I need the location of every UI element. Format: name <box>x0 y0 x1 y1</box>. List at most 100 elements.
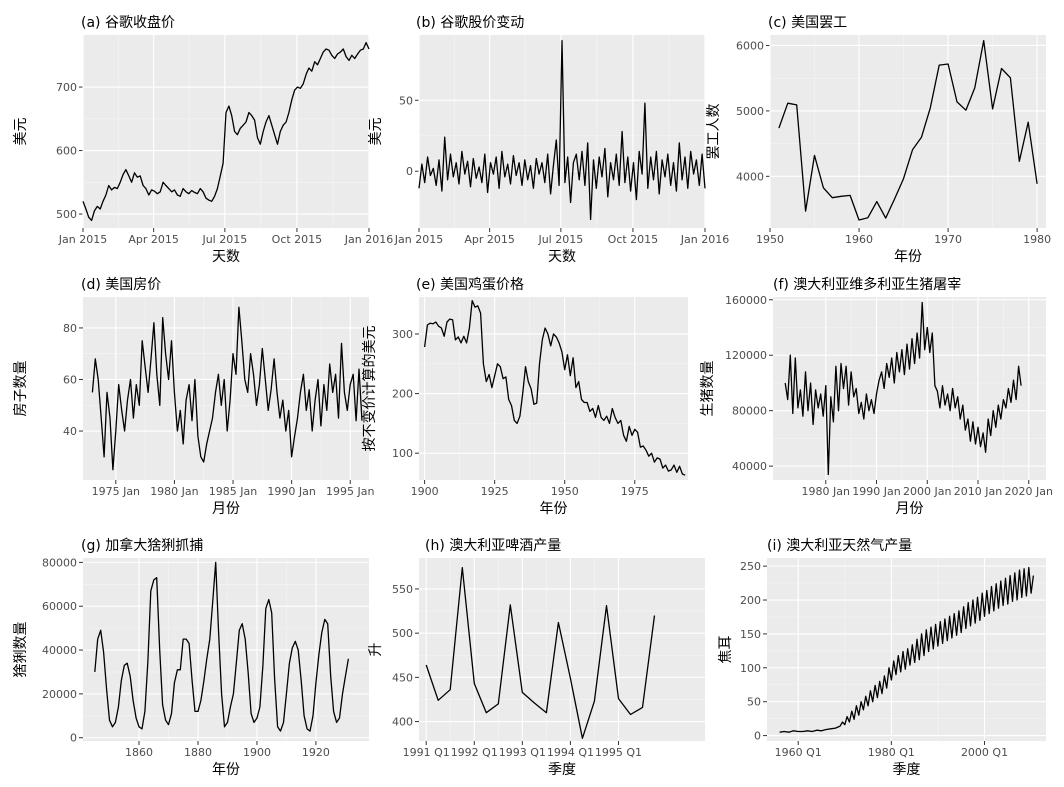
y-tick-label: 500 <box>56 208 77 221</box>
y-tick-label: 200 <box>740 594 761 607</box>
x-tick-label: 1980 Jan <box>802 485 850 498</box>
y-tick-label: 40000 <box>42 644 77 657</box>
x-axis-title: 月份 <box>212 501 240 517</box>
series-line <box>82 41 370 222</box>
y-axis-title: 罢工人数 <box>706 104 722 160</box>
panel-background <box>83 297 369 480</box>
x-tick-label: 1970 <box>934 233 962 246</box>
x-axis-title: 季度 <box>893 762 921 778</box>
y-axis-title: 房子数量 <box>13 361 29 417</box>
x-axis-title: 年份 <box>212 762 240 778</box>
y-tick-label: 250 <box>740 560 761 573</box>
x-tick-label: Oct 2015 <box>272 233 323 246</box>
x-tick-label: 2010 Jan <box>954 485 1002 498</box>
series-line <box>425 567 656 739</box>
x-tick-label: 1950 <box>756 233 784 246</box>
y-tick-label: 150 <box>740 628 761 641</box>
x-tick-label: 1975 <box>621 485 649 498</box>
x-tick-label: 1960 Q1 <box>775 746 822 759</box>
y-axis-title: 猞猁数量 <box>13 622 29 678</box>
y-tick-label: 550 <box>392 583 413 596</box>
y-tick-label: 0 <box>754 730 761 743</box>
panel-i: 0 50 100 150 200 250 1960 Q1 1980 Q1 2000 Q1 (i) … <box>718 537 1046 778</box>
panel-background <box>773 297 1046 480</box>
x-tick-label: Apr 2015 <box>464 233 515 246</box>
y-tick-label: 160000 <box>725 294 767 307</box>
y-tick-label: 400 <box>392 716 413 729</box>
x-tick-label: 1925 <box>481 485 509 498</box>
y-tick-label: 500 <box>392 627 413 640</box>
x-tick-label: 1991 Q1 <box>403 746 450 759</box>
y-tick-label: 700 <box>56 81 77 94</box>
y-tick-label: 60 <box>63 373 77 386</box>
y-tick-label: 120000 <box>725 349 767 362</box>
x-tick-label: 1950 <box>551 485 579 498</box>
x-tick-label: Jan 2015 <box>58 233 107 246</box>
y-tick-label: 20000 <box>42 688 77 701</box>
panel-title: (f) 澳大利亚维多利亚生猪屠宰 <box>773 276 961 293</box>
y-axis-title: 美元 <box>13 118 29 146</box>
x-tick-label: 2000 Q1 <box>961 746 1008 759</box>
panel-title: (d) 美国房价 <box>81 277 161 293</box>
y-tick-label: 450 <box>392 671 413 684</box>
y-axis-title: 美元 <box>368 118 384 146</box>
panel-background <box>419 558 705 741</box>
x-tick-label: 1975 Jan <box>92 485 140 498</box>
x-tick-label: 1860 <box>125 746 153 759</box>
x-tick-label: Jan 2015 <box>394 233 443 246</box>
y-tick-label: 60000 <box>42 600 77 613</box>
y-tick-label: 6000 <box>736 39 764 52</box>
y-axis-title: 按不变价计算的美元 <box>362 326 378 452</box>
y-tick-label: 40 <box>63 425 77 438</box>
x-tick-label: 1900 <box>243 746 271 759</box>
y-tick-label: 4000 <box>736 170 764 183</box>
x-tick-label: 1995 Jan <box>326 485 374 498</box>
x-axis-title: 年份 <box>894 249 922 265</box>
x-tick-label: Jul 2015 <box>537 233 583 246</box>
panel-title: (c) 美国罢工 <box>768 15 847 31</box>
y-tick-label: 80 <box>63 322 77 335</box>
x-axis-title: 月份 <box>896 501 924 517</box>
y-tick-label: 5000 <box>736 105 764 118</box>
y-tick-label: 40000 <box>732 460 767 473</box>
x-tick-label: 1990 Jan <box>852 485 900 498</box>
x-axis-title: 天数 <box>548 249 576 265</box>
panel-g: 0 20000 40000 60000 80000 1860 1880 1900 1920 (g)… <box>13 537 369 778</box>
x-tick-label: Apr 2015 <box>128 233 179 246</box>
panel-title: (h) 澳大利亚啤酒产量 <box>425 538 561 554</box>
series-line <box>418 40 706 221</box>
panel-background <box>83 35 369 228</box>
panel-background <box>419 297 688 480</box>
series-line <box>779 566 1035 733</box>
y-tick-label: 50 <box>399 94 413 107</box>
y-tick-label: 50 <box>747 696 761 709</box>
x-axis-title: 季度 <box>548 762 576 778</box>
y-tick-label: 100 <box>392 447 413 460</box>
y-tick-label: 80000 <box>732 405 767 418</box>
x-tick-label: Oct 2015 <box>608 233 659 246</box>
y-tick-label: 200 <box>392 388 413 401</box>
panel-b: 0 50 Jan 2015 Apr 2015 Jul 2015 Oct 2015 Jan 2… <box>368 15 729 265</box>
x-tick-label: 1980 <box>1023 233 1051 246</box>
y-tick-label: 0 <box>406 165 413 178</box>
panel-title: (e) 美国鸡蛋价格 <box>416 276 524 293</box>
x-tick-label: 1900 <box>411 485 439 498</box>
x-tick-label: 1985 Jan <box>209 485 257 498</box>
x-axis-title: 年份 <box>540 501 568 517</box>
y-axis-title: 生猪数量 <box>700 361 716 417</box>
x-tick-label: 1980 Q1 <box>868 746 915 759</box>
panel-title: (g) 加拿大猞猁抓捕 <box>81 537 203 554</box>
y-tick-label: 80000 <box>42 556 77 569</box>
x-tick-label: 1995 Q1 <box>595 746 642 759</box>
x-tick-label: Jul 2015 <box>201 233 247 246</box>
x-tick-label: 2020 Jan <box>1005 485 1053 498</box>
panel-title: (a) 谷歌收盘价 <box>81 14 175 31</box>
y-axis-title: 升 <box>368 643 384 657</box>
x-tick-label: 1992 Q1 <box>451 746 498 759</box>
panel-background <box>767 558 1046 741</box>
y-tick-label: 0 <box>70 732 77 745</box>
x-axis-title: 天数 <box>212 249 240 265</box>
